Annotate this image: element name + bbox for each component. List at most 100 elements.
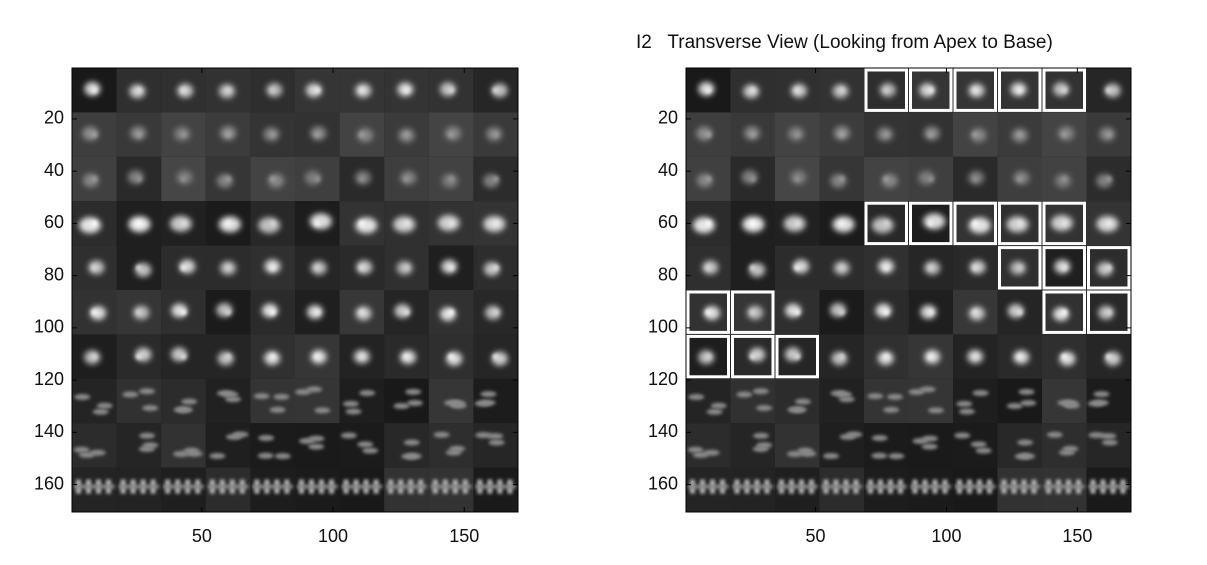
- image-texture: [821, 484, 862, 489]
- image-texture: [1062, 445, 1079, 452]
- image-texture: [871, 452, 888, 459]
- image-texture: [297, 484, 338, 489]
- image-blob-core: [269, 309, 276, 316]
- image-blob-core: [358, 87, 365, 94]
- image-blob: [491, 83, 508, 98]
- image-texture: [921, 443, 938, 450]
- image-texture: [777, 484, 818, 489]
- image-tile: [997, 423, 1042, 468]
- x-tick-label: 50: [806, 526, 826, 546]
- image-tile: [1042, 423, 1087, 468]
- image-blob: [923, 213, 946, 230]
- image-texture: [308, 443, 325, 450]
- image-texture: [342, 400, 359, 407]
- image-blob-core: [314, 220, 321, 227]
- axes-box: [685, 67, 1132, 513]
- highlight-box: [864, 201, 908, 246]
- image-tile: [428, 423, 474, 468]
- image-blob-core: [1061, 176, 1068, 182]
- image-texture: [835, 391, 852, 398]
- image-blob: [79, 217, 102, 234]
- highlight-box: [1087, 290, 1131, 334]
- image-blob-core: [927, 131, 934, 138]
- image-tile: [686, 423, 731, 468]
- image-blob-core: [749, 131, 756, 138]
- image-blob-core: [403, 131, 410, 138]
- image-texture: [139, 432, 156, 439]
- image-blob-core: [972, 87, 979, 94]
- image-texture: [688, 394, 705, 401]
- image-blob-core: [705, 353, 712, 360]
- image-texture: [1093, 391, 1110, 398]
- highlight-box: [1042, 246, 1086, 290]
- y-tick-label: 20: [658, 108, 678, 128]
- image-blob-core: [180, 264, 187, 271]
- image-blob-core: [492, 87, 499, 94]
- image-blob: [1104, 83, 1121, 98]
- image-blob-core: [749, 264, 756, 271]
- highlight-box: [1087, 246, 1131, 290]
- image-blob-core: [91, 87, 98, 94]
- image-blob-core: [225, 87, 232, 94]
- image-texture: [403, 439, 420, 446]
- image-texture: [838, 396, 855, 403]
- image-texture: [1044, 484, 1085, 489]
- image-texture: [972, 390, 989, 397]
- image-texture: [487, 433, 504, 440]
- image-texture: [118, 484, 160, 489]
- image-blob-core: [358, 309, 365, 316]
- image-texture: [919, 386, 936, 393]
- image-texture: [222, 391, 239, 398]
- image-texture: [308, 435, 325, 442]
- image-texture: [273, 393, 290, 400]
- image-blob-core: [883, 131, 890, 138]
- y-tick-label: 120: [34, 369, 64, 389]
- image-blob-core: [927, 220, 934, 227]
- image-texture: [921, 435, 938, 442]
- image-blob-core: [1105, 309, 1112, 316]
- image-blob-core: [358, 220, 365, 227]
- image-texture: [306, 386, 323, 393]
- image-texture: [406, 399, 423, 406]
- axes-box: [71, 67, 519, 513]
- y-tick-label: 80: [44, 264, 64, 284]
- image-blob-core: [838, 220, 845, 227]
- image-blob-core: [225, 220, 232, 227]
- image-texture: [910, 484, 951, 489]
- image-texture: [1088, 432, 1105, 439]
- image-blob-core: [403, 87, 410, 94]
- image-blob-core: [91, 131, 98, 138]
- image-blob-core: [314, 353, 321, 360]
- image-tile: [819, 423, 864, 468]
- image-blob-core: [225, 353, 232, 360]
- image-blob: [309, 213, 332, 230]
- image-blob-core: [1105, 176, 1112, 182]
- image-blob-core: [1061, 264, 1068, 271]
- image-blob-core: [135, 87, 142, 94]
- image-blob-core: [927, 176, 934, 182]
- image-blob-core: [91, 220, 98, 227]
- image-blob: [741, 170, 758, 185]
- image-blob-core: [91, 264, 98, 271]
- image-blob-core: [448, 131, 455, 138]
- image-blob-core: [314, 131, 321, 138]
- image-blob-core: [180, 131, 187, 138]
- highlight-box: [686, 334, 730, 379]
- image-texture: [688, 484, 729, 489]
- image-tile: [72, 378, 117, 424]
- image-texture: [359, 390, 376, 397]
- image-texture: [357, 441, 374, 448]
- image-blob: [968, 217, 991, 234]
- image-texture: [687, 446, 704, 453]
- image-texture: [1046, 431, 1063, 438]
- image-texture: [340, 432, 357, 439]
- highlight-box: [998, 201, 1042, 246]
- image-tile: [161, 423, 206, 468]
- image-blob-core: [749, 176, 756, 182]
- image-blob: [446, 351, 463, 366]
- image-texture: [475, 484, 516, 489]
- image-blob-core: [269, 264, 276, 271]
- image-texture: [871, 434, 888, 441]
- image-blob-core: [448, 264, 455, 271]
- image-blob-core: [1061, 220, 1068, 227]
